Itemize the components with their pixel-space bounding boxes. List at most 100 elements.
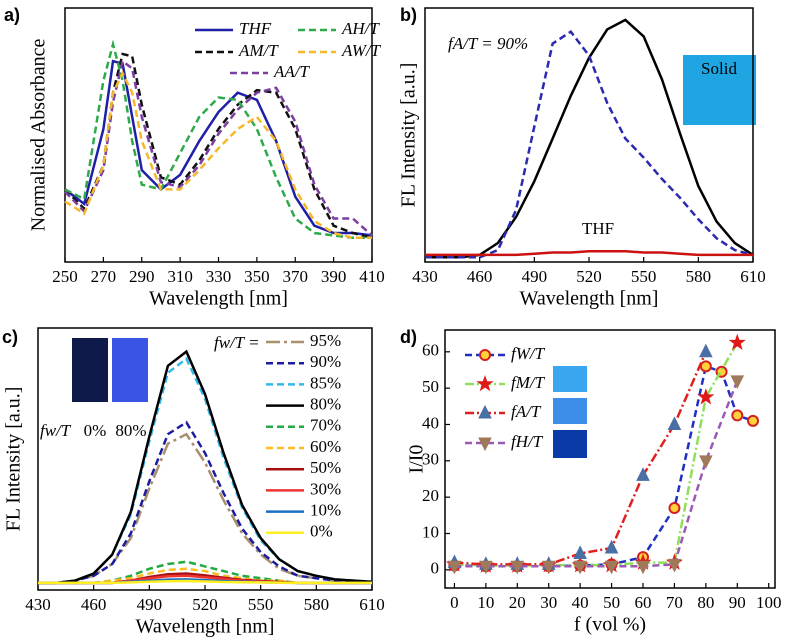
marker bbox=[697, 388, 715, 405]
x-tick-label: 350 bbox=[244, 267, 270, 286]
x-tick-label: 270 bbox=[91, 267, 117, 286]
series-line bbox=[38, 420, 373, 585]
x-tick-label: 520 bbox=[192, 595, 218, 614]
legend-label: 30% bbox=[310, 479, 341, 498]
annotation: fw/T bbox=[40, 421, 72, 440]
x-tick-label: 390 bbox=[321, 267, 347, 286]
series-line bbox=[454, 342, 739, 567]
legend-label: 60% bbox=[310, 437, 341, 456]
x-tick-label: 290 bbox=[129, 267, 155, 286]
x-tick-label: 30 bbox=[540, 593, 557, 612]
x-tick-label: 370 bbox=[283, 267, 309, 286]
y-tick-label: 60 bbox=[422, 341, 439, 360]
legend-label: 50% bbox=[310, 458, 341, 477]
series-line bbox=[38, 579, 372, 585]
y-axis-title: FL Intensity [a.u.] bbox=[398, 63, 420, 208]
vial-photo-80 bbox=[112, 338, 148, 402]
legend-label: fM/T bbox=[511, 373, 546, 392]
x-tick-label: 90 bbox=[729, 593, 746, 612]
x-tick-label: 410 bbox=[359, 267, 385, 286]
annotation: fA/T = 90% bbox=[448, 34, 528, 53]
marker bbox=[510, 560, 525, 575]
series-line bbox=[64, 59, 373, 237]
x-tick-label: 610 bbox=[359, 595, 385, 614]
ht-photo bbox=[553, 430, 587, 458]
panel-label: b) bbox=[400, 5, 417, 25]
legend-title: fw/T = bbox=[214, 333, 260, 352]
marker bbox=[479, 560, 493, 575]
x-axis-title: Wavelength [nm] bbox=[149, 288, 288, 310]
marker bbox=[479, 349, 491, 361]
x-tick-label: 490 bbox=[522, 267, 548, 286]
legend-label: 95% bbox=[310, 331, 341, 350]
panel-label: c) bbox=[2, 327, 18, 347]
x-tick-label: 610 bbox=[740, 267, 766, 286]
x-tick-label: 20 bbox=[509, 593, 526, 612]
legend-label: 90% bbox=[310, 352, 341, 371]
series-line bbox=[454, 380, 739, 568]
legend-label: AW/T bbox=[341, 41, 382, 60]
x-tick-label: 40 bbox=[572, 593, 589, 612]
x-tick-label: 490 bbox=[137, 595, 163, 614]
y-axis-title: Normalised Absorbance bbox=[28, 39, 50, 232]
legend-label: fH/T bbox=[511, 432, 544, 451]
x-tick-label: 520 bbox=[576, 267, 602, 286]
x-tick-label: 0 bbox=[450, 593, 459, 612]
x-tick-label: 80 bbox=[697, 593, 714, 612]
y-axis-title: I/I0 bbox=[406, 445, 428, 474]
marker bbox=[604, 560, 619, 575]
y-tick-label: 10 bbox=[422, 522, 439, 541]
series-line bbox=[425, 30, 754, 259]
legend-label: AM/T bbox=[238, 41, 279, 60]
marker bbox=[636, 560, 650, 575]
marker bbox=[447, 560, 462, 575]
marker bbox=[476, 374, 494, 392]
solid-photo bbox=[683, 55, 756, 125]
x-axis-title: Wavelength [nm] bbox=[136, 616, 275, 638]
marker bbox=[478, 404, 492, 419]
annotation: 80% bbox=[115, 421, 146, 440]
y-tick-label: 50 bbox=[422, 377, 439, 396]
marker bbox=[668, 502, 681, 515]
marker bbox=[728, 333, 746, 351]
annotation: Solid bbox=[701, 59, 737, 78]
marker bbox=[478, 437, 492, 452]
marker bbox=[731, 409, 744, 422]
x-tick-label: 460 bbox=[467, 267, 493, 286]
legend-label: AA/T bbox=[273, 62, 310, 81]
x-tick-label: 580 bbox=[304, 595, 330, 614]
y-tick-label: 40 bbox=[422, 413, 439, 432]
y-axis-title: FL Intensity [a.u.] bbox=[3, 387, 25, 532]
legend-label: fW/T bbox=[511, 344, 546, 363]
y-tick-label: 30 bbox=[422, 450, 439, 469]
y-tick-label: 20 bbox=[422, 486, 439, 505]
legend-label: fA/T bbox=[511, 402, 542, 421]
annotation: 0% bbox=[84, 421, 107, 440]
x-tick-label: 580 bbox=[686, 267, 712, 286]
x-tick-label: 550 bbox=[248, 595, 274, 614]
legend-label: THF bbox=[239, 19, 272, 38]
x-tick-label: 460 bbox=[81, 595, 107, 614]
panel-label: a) bbox=[4, 5, 20, 25]
marker bbox=[699, 360, 712, 373]
annotation: THF bbox=[582, 219, 614, 238]
x-tick-label: 100 bbox=[756, 593, 782, 612]
legend-label: 85% bbox=[310, 373, 341, 392]
series-line bbox=[64, 70, 372, 240]
x-axis-title: Wavelength [nm] bbox=[520, 288, 659, 310]
x-tick-label: 310 bbox=[167, 267, 193, 286]
marker bbox=[573, 545, 587, 559]
x-tick-label: 430 bbox=[412, 267, 438, 286]
marker bbox=[541, 560, 556, 575]
marker bbox=[667, 558, 682, 573]
x-tick-label: 430 bbox=[25, 595, 51, 614]
legend-label: AH/T bbox=[341, 19, 380, 38]
series-line bbox=[64, 39, 372, 240]
mt-photo bbox=[553, 366, 587, 392]
marker bbox=[667, 416, 682, 430]
marker bbox=[699, 455, 713, 469]
x-tick-label: 250 bbox=[52, 267, 78, 286]
x-tick-label: 70 bbox=[666, 593, 683, 612]
legend-label: 10% bbox=[310, 501, 341, 520]
